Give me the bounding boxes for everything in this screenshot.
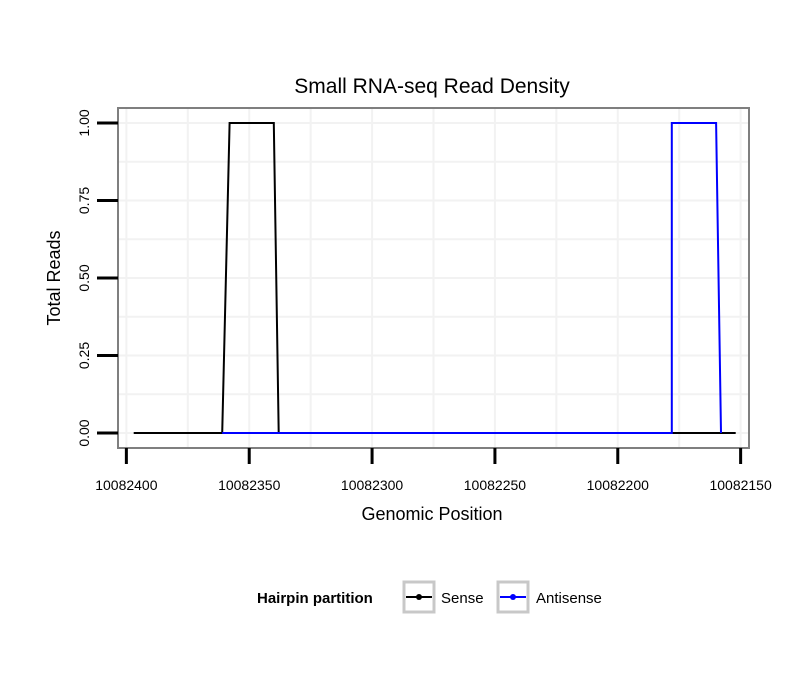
legend-label: Sense	[441, 590, 484, 607]
grid	[119, 109, 748, 447]
y-axis-label: Total Reads	[44, 230, 64, 325]
legend-key-point	[510, 594, 516, 600]
legend-item-sense: Sense	[402, 580, 484, 614]
legend-item-antisense: Antisense	[496, 580, 602, 614]
y-tick-label: 1.00	[76, 109, 92, 136]
series-line-antisense	[222, 122, 722, 434]
x-tick-label: 10082150	[709, 477, 772, 493]
x-axis-label: Genomic Position	[361, 504, 502, 524]
legend-title: Hairpin partition	[257, 590, 373, 607]
legend-label: Antisense	[536, 590, 602, 607]
legend-key-point	[416, 594, 422, 600]
y-tick-label: 0.50	[76, 264, 92, 291]
x-tick-label: 10082300	[341, 477, 404, 493]
x-tick-label: 10082400	[95, 477, 158, 493]
legend: Hairpin partition Sense Antisense	[257, 580, 602, 614]
series-layer	[133, 122, 736, 434]
x-tick-label: 10082200	[587, 477, 650, 493]
axes: 10082400 10082350 10082300 10082250 10082200…	[76, 109, 772, 493]
y-tick-label: 0.25	[76, 342, 92, 369]
y-tick-label: 0.75	[76, 187, 92, 214]
x-tick-label: 10082350	[218, 477, 281, 493]
chart-title: Small RNA-seq Read Density	[294, 75, 570, 98]
x-tick-label: 10082250	[464, 477, 527, 493]
y-tick-label: 0.00	[76, 419, 92, 446]
